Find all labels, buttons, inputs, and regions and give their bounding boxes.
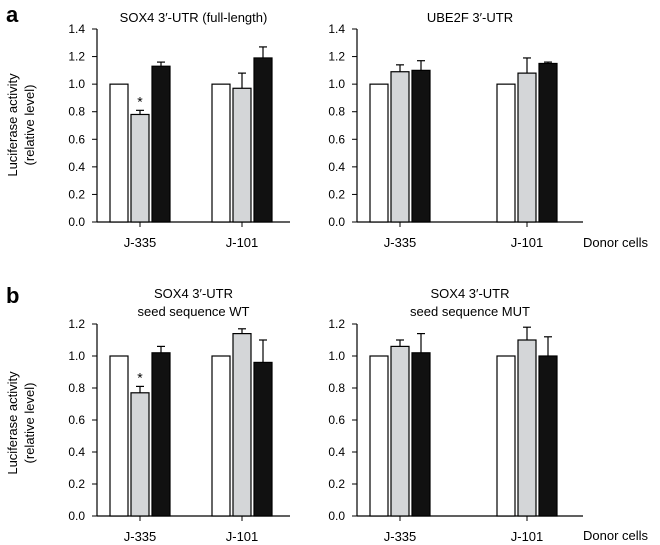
bar-white <box>496 83 516 223</box>
x-tick-label: J-335 <box>124 529 157 544</box>
bar-grey <box>390 345 410 517</box>
y-tick-label: 0.2 <box>68 187 85 201</box>
charts-group: SOX4 3′-UTR (full-length) 0.0 0.2 0.4 0.6 0.8… <box>68 10 583 544</box>
y-tick-label: 0.8 <box>68 381 85 395</box>
chart-title: seed sequence MUT <box>410 304 530 319</box>
bar-white <box>496 355 516 517</box>
y-tick-label: 1.2 <box>328 50 345 64</box>
bar-black <box>253 57 273 223</box>
donor-cells-label-a: Donor cells <box>583 235 649 250</box>
panel-letter-b: b <box>6 283 19 308</box>
y-tick-label: 1.2 <box>68 50 85 64</box>
x-tick-label: J-335 <box>124 235 157 250</box>
y-tick-label: 0.2 <box>328 477 345 491</box>
y-tick-label: 1.2 <box>328 317 345 331</box>
y-tick-label: 0.4 <box>328 445 345 459</box>
y-tick-label: 1.0 <box>328 349 345 363</box>
bar-white <box>109 83 129 223</box>
y-tick-label: 0.6 <box>328 413 345 427</box>
y-tick-label: 1.0 <box>68 349 85 363</box>
chart-title: seed sequence WT <box>137 304 249 319</box>
y-axis-label-a-line2: (relative level) <box>22 85 37 166</box>
significance-star: * <box>137 369 143 385</box>
bar-grey <box>232 87 252 223</box>
y-tick-label: 1.4 <box>328 22 345 36</box>
y-tick-label: 0.8 <box>328 381 345 395</box>
bar-black <box>538 62 558 223</box>
bar-white <box>211 355 231 517</box>
bar-black <box>411 69 431 223</box>
bar-grey <box>517 339 537 517</box>
y-tick-label: 0.6 <box>68 132 85 146</box>
y-tick-label: 1.2 <box>68 317 85 331</box>
chart-2: SOX4 3′-UTR seed sequence WT 0.0 0.2 0.4 0.6 0… <box>68 286 290 544</box>
bar-black <box>151 65 171 223</box>
y-tick-label: 0.6 <box>68 413 85 427</box>
donor-cells-label-b: Donor cells <box>583 528 649 543</box>
significance-star: * <box>137 93 143 109</box>
chart-title: SOX4 3′-UTR (full-length) <box>120 10 268 25</box>
panel-letter-a: a <box>6 2 19 27</box>
y-tick-label: 0.0 <box>328 509 345 523</box>
y-axis-label-b-line1: Luciferase activity <box>5 371 20 475</box>
bar-grey <box>232 333 252 517</box>
bar-grey <box>517 72 537 223</box>
bar-grey <box>390 71 410 223</box>
chart-title: SOX4 3′-UTR <box>154 286 233 301</box>
y-tick-label: 0.4 <box>328 160 345 174</box>
y-tick-label: 0.2 <box>68 477 85 491</box>
y-tick-label: 0.4 <box>68 445 85 459</box>
x-tick-label: J-335 <box>384 235 417 250</box>
y-tick-label: 0.6 <box>328 132 345 146</box>
y-tick-label: 0.0 <box>328 215 345 229</box>
y-axis-label-a-line1: Luciferase activity <box>5 73 20 177</box>
bar-white <box>109 355 129 517</box>
y-tick-label: 1.4 <box>68 22 85 36</box>
y-tick-label: 0.8 <box>328 105 345 119</box>
y-tick-label: 0.8 <box>68 105 85 119</box>
x-tick-label: J-101 <box>226 235 259 250</box>
bar-white <box>369 83 389 223</box>
bar-black <box>538 355 558 517</box>
y-tick-label: 0.0 <box>68 215 85 229</box>
bar-black <box>411 352 431 517</box>
chart-title: SOX4 3′-UTR <box>430 286 509 301</box>
bar-black <box>151 352 171 517</box>
chart-title: UBE2F 3′-UTR <box>427 10 513 25</box>
y-tick-label: 0.0 <box>68 509 85 523</box>
x-tick-label: J-101 <box>511 235 544 250</box>
y-tick-label: 0.2 <box>328 187 345 201</box>
y-tick-label: 0.4 <box>68 160 85 174</box>
x-tick-label: J-335 <box>384 529 417 544</box>
x-tick-label: J-101 <box>511 529 544 544</box>
chart-3: SOX4 3′-UTR seed sequence MUT 0.0 0.2 0.4 0.6… <box>328 286 583 544</box>
bar-black <box>253 361 273 517</box>
bar-white <box>211 83 231 223</box>
x-tick-label: J-101 <box>226 529 259 544</box>
bar-grey <box>130 113 150 223</box>
y-tick-label: 1.0 <box>68 77 85 91</box>
y-axis-label-b-line2: (relative level) <box>22 383 37 464</box>
chart-0: SOX4 3′-UTR (full-length) 0.0 0.2 0.4 0.6 0.8… <box>68 10 290 250</box>
bar-white <box>369 355 389 517</box>
bar-grey <box>130 392 150 517</box>
y-tick-label: 1.0 <box>328 77 345 91</box>
chart-1: UBE2F 3′-UTR 0.0 0.2 0.4 0.6 0.8 1.0 1.2 1.4 J-33… <box>328 10 583 250</box>
